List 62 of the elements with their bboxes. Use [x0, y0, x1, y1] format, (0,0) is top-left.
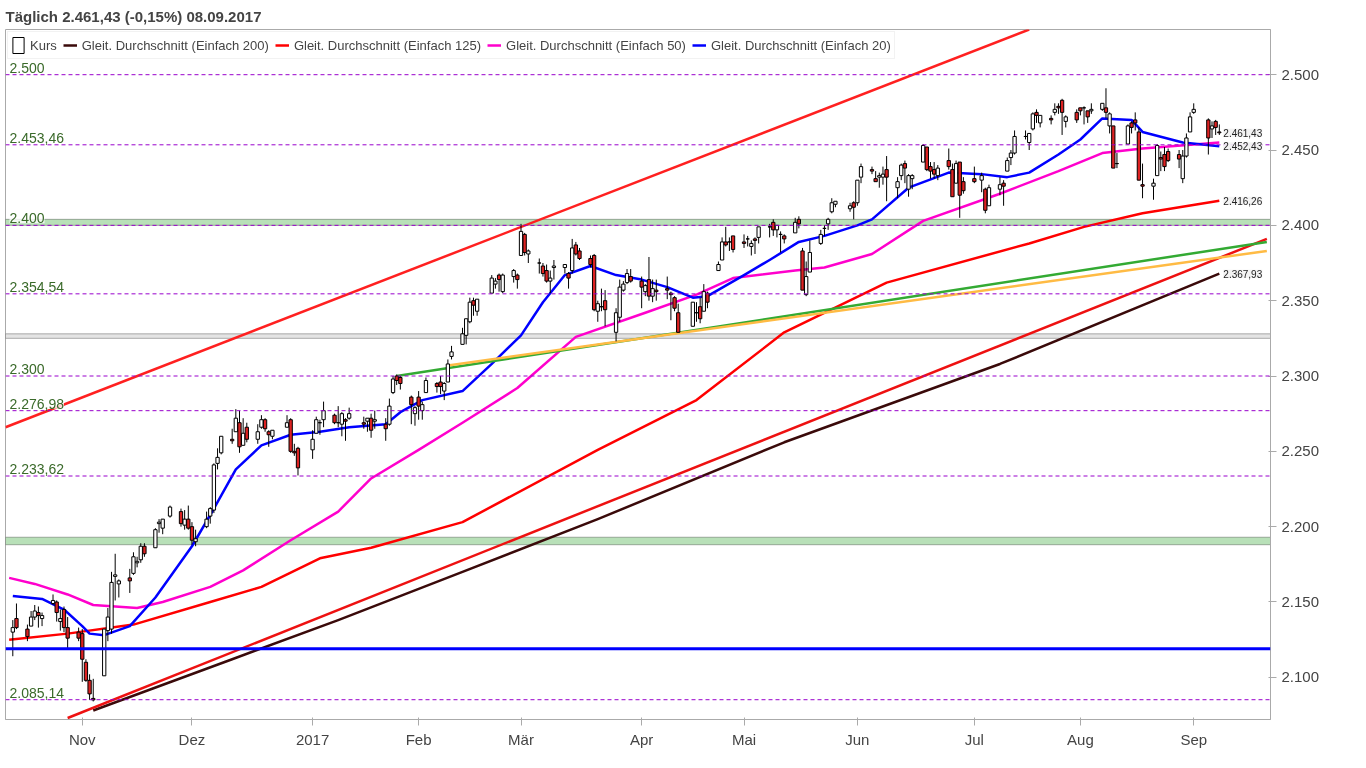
- legend-label: Gleit. Durchschnitt (Einfach 200): [81, 37, 269, 53]
- candlestick: [602, 289, 608, 327]
- candlestick: [295, 446, 301, 476]
- y-tick-label: 2.300: [1281, 367, 1320, 385]
- x-tick-label: Nov: [68, 730, 97, 748]
- y-tick-label: 2.450: [1281, 141, 1320, 159]
- candlestick: [665, 276, 670, 300]
- candlestick: [880, 166, 886, 186]
- annotation: 2.367,93: [1223, 268, 1263, 280]
- ref-line-label: 2.233,62: [9, 461, 65, 478]
- ref-line-label: 2.300: [9, 361, 45, 378]
- x-tick-label: 2017: [295, 730, 330, 748]
- candlestick: [1048, 114, 1054, 125]
- ref-line-label: 2.085,14: [9, 684, 65, 701]
- candlestick: [551, 259, 557, 281]
- legend-label: Gleit. Durchschnitt (Einfach 20): [710, 37, 891, 53]
- candlestick: [562, 264, 568, 275]
- x-tick-label: Apr: [629, 730, 654, 748]
- ref-line-label: 2.453,46: [9, 129, 65, 146]
- x-tick-label: Aug: [1067, 730, 1094, 748]
- candlestick: [895, 176, 900, 199]
- chart-title: Täglich 2.461,43 (-0,15%) 08.09.2017: [5, 7, 262, 25]
- candlestick: [372, 410, 377, 430]
- y-tick-label: 2.500: [1281, 65, 1320, 83]
- x-tick-label: Dez: [178, 730, 206, 748]
- candlestick: [884, 155, 889, 202]
- ref-line-label: 2.354,54: [9, 278, 65, 295]
- annotation: 2.416,26: [1223, 195, 1263, 207]
- ref-line-label: 2.400: [9, 210, 45, 227]
- x-tick-label: Mär: [508, 730, 534, 748]
- candlestick: [719, 236, 725, 261]
- y-tick-label: 2.150: [1281, 592, 1320, 610]
- candlestick: [244, 422, 249, 443]
- x-tick-label: Jun: [845, 730, 870, 748]
- annotation: 2.461,43: [1223, 127, 1263, 139]
- y-tick-label: 2.400: [1281, 216, 1320, 234]
- candlestick: [182, 509, 187, 531]
- candlestick: [1133, 111, 1138, 131]
- line-series: [7, 199, 1221, 641]
- candlestick: [409, 395, 414, 425]
- x-tick-label: Mai: [731, 730, 757, 748]
- x-tick-label: Sep: [1180, 730, 1208, 748]
- candlestick: [321, 401, 326, 428]
- legend-label: Kurs: [30, 37, 57, 53]
- candlestick: [869, 166, 875, 175]
- y-tick-label: 2.200: [1281, 517, 1320, 535]
- candlestick: [1001, 179, 1006, 207]
- candlestick: [255, 423, 260, 445]
- ref-line-label: 2.276,98: [9, 395, 65, 412]
- y-tick-label: 2.350: [1281, 291, 1320, 309]
- x-tick-label: Feb: [405, 730, 432, 748]
- candlestick: [241, 417, 246, 446]
- candlestick: [1151, 178, 1156, 201]
- annotation: 2.452,43: [1223, 141, 1263, 153]
- y-tick-label: 2.100: [1281, 668, 1320, 686]
- legend-label: Gleit. Durchschnitt (Einfach 50): [506, 37, 686, 53]
- legend-label: Gleit. Durchschnitt (Einfach 125): [293, 37, 482, 53]
- candlestick: [1206, 117, 1211, 156]
- x-tick-label: Jul: [964, 730, 984, 748]
- y-tick-label: 2.250: [1281, 442, 1320, 460]
- ref-line-label: 2.500: [9, 59, 45, 76]
- candlestick: [1187, 111, 1193, 133]
